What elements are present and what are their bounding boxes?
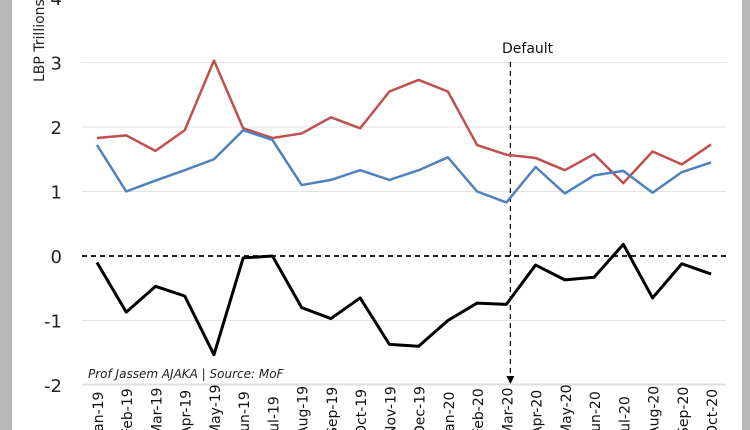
x-tick-label: Aug-20 bbox=[647, 386, 663, 430]
y-tick-label: -1 bbox=[44, 312, 62, 333]
x-tick-label: Oct-20 bbox=[705, 389, 721, 430]
x-tick-label: Dec-19 bbox=[413, 386, 429, 430]
series-line-2 bbox=[95, 242, 712, 357]
x-tick-label: Mar-19 bbox=[149, 388, 165, 430]
x-tick-label: Apr-20 bbox=[530, 390, 546, 430]
x-tick-label: Sep-19 bbox=[325, 387, 341, 430]
default-arrow-icon bbox=[506, 376, 515, 384]
x-tick-label: Jan-19 bbox=[91, 392, 107, 430]
x-tick-label: Sep-20 bbox=[676, 387, 692, 430]
x-tick-label: Jan-20 bbox=[442, 392, 458, 430]
x-tick-label: Mar-20 bbox=[500, 388, 516, 430]
x-tick-label: Nov-19 bbox=[383, 386, 399, 430]
x-tick-label: Aug-19 bbox=[296, 386, 312, 430]
y-axis-label: LBP Trillions bbox=[32, 0, 48, 82]
y-tick-label: 3 bbox=[51, 54, 62, 75]
y-tick-label: -2 bbox=[44, 376, 62, 397]
x-tick-label: Jul-20 bbox=[617, 396, 633, 430]
right-border bbox=[742, 0, 750, 430]
y-tick-label: 4 bbox=[51, 0, 62, 10]
default-annotation: Default bbox=[502, 41, 554, 57]
series-line-1 bbox=[95, 128, 712, 204]
x-tick-label: Jun-19 bbox=[237, 391, 253, 430]
series-line-0 bbox=[96, 59, 712, 185]
source-note: Prof Jassem AJAKA | Source: MoF bbox=[88, 367, 285, 381]
x-tick-label: Oct-19 bbox=[354, 389, 370, 430]
x-tick-label: Jun-20 bbox=[588, 391, 604, 430]
x-tick-label: Feb-19 bbox=[120, 388, 136, 430]
x-tick-label: Feb-20 bbox=[471, 388, 487, 430]
y-tick-label: 2 bbox=[51, 118, 62, 139]
x-tick-label: Apr-19 bbox=[179, 390, 195, 430]
x-tick-label: Jul-19 bbox=[266, 396, 282, 430]
y-tick-label: 1 bbox=[51, 183, 62, 204]
x-tick-label: May-19 bbox=[208, 384, 224, 430]
y-tick-label: 0 bbox=[51, 247, 62, 268]
left-border bbox=[0, 0, 12, 430]
x-tick-label: May-20 bbox=[559, 384, 575, 430]
